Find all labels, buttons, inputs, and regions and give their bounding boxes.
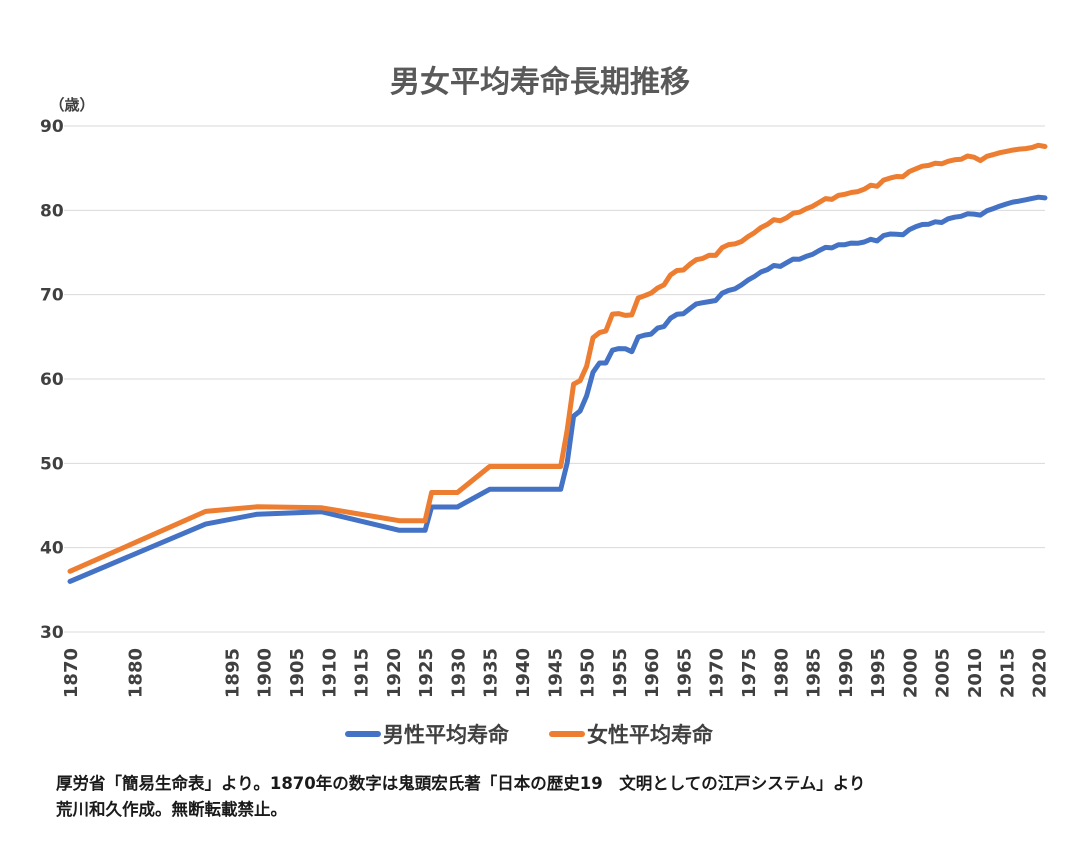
- x-tick-label-1955: 1955: [610, 648, 631, 698]
- y-tick-label-80: 80: [40, 201, 64, 221]
- x-tick-label-1935: 1935: [481, 648, 502, 698]
- x-tick-label-1945: 1945: [545, 648, 566, 698]
- credit-note: 荒川和久作成。無断転載禁止。: [56, 800, 287, 819]
- y-tick-label-90: 90: [40, 117, 64, 137]
- x-tick-label-1975: 1975: [739, 648, 760, 698]
- x-tick-label-1900: 1900: [255, 648, 276, 698]
- x-tick-label-1990: 1990: [836, 648, 857, 698]
- x-tick-label-1920: 1920: [384, 648, 405, 698]
- y-tick-label-40: 40: [40, 539, 64, 559]
- x-tick-label-2015: 2015: [997, 648, 1018, 698]
- x-tick-label-1950: 1950: [578, 648, 599, 698]
- y-tick-label-70: 70: [40, 286, 64, 306]
- y-tick-label-60: 60: [40, 370, 64, 390]
- x-tick-label-1940: 1940: [513, 648, 534, 698]
- chart-title: 男女平均寿命長期推移: [390, 65, 690, 100]
- x-tick-label-1965: 1965: [674, 648, 695, 698]
- x-tick-label-2005: 2005: [933, 648, 954, 698]
- x-tick-label-1895: 1895: [222, 648, 243, 698]
- x-tick-label-1870: 1870: [61, 648, 82, 698]
- source-note: 厚労省「簡易生命表」より。1870年の数字は鬼頭宏氏著「日本の歴史19 文明とし…: [56, 774, 866, 793]
- series-lines: [67, 142, 1048, 584]
- legend-label-female: 女性平均寿命: [587, 723, 714, 747]
- x-tick-label-1925: 1925: [416, 648, 437, 698]
- x-tick-label-1985: 1985: [804, 648, 825, 698]
- x-tick-label-1930: 1930: [448, 648, 469, 698]
- series-line-male: [67, 194, 1048, 584]
- x-tick-label-1880: 1880: [126, 648, 147, 698]
- gridlines: [64, 125, 1045, 633]
- x-tick-label-2000: 2000: [900, 648, 921, 698]
- x-tick-label-1980: 1980: [771, 648, 792, 698]
- x-tick-label-1910: 1910: [319, 648, 340, 698]
- y-tick-label-50: 50: [40, 454, 64, 474]
- x-tick-label-1995: 1995: [868, 648, 889, 698]
- y-tick-label-30: 30: [40, 623, 64, 643]
- x-axis-ticks: 1870 1880 1895 1900 1905 1910 1915 1920 1925 1930…: [61, 648, 1051, 698]
- legend-label-male: 男性平均寿命: [383, 723, 510, 747]
- y-axis-ticks: 30 40 50 60 70 80 90: [40, 117, 64, 643]
- x-tick-label-2020: 2020: [1030, 648, 1051, 698]
- x-tick-label-1970: 1970: [707, 648, 728, 698]
- x-tick-label-1960: 1960: [642, 648, 663, 698]
- series-line-female: [67, 142, 1048, 574]
- legend: 男性平均寿命 女性平均寿命: [345, 723, 714, 747]
- x-tick-label-2010: 2010: [965, 648, 986, 698]
- x-tick-label-1905: 1905: [287, 648, 308, 698]
- x-tick-label-1915: 1915: [352, 648, 373, 698]
- y-axis-unit: （歳）: [49, 96, 94, 114]
